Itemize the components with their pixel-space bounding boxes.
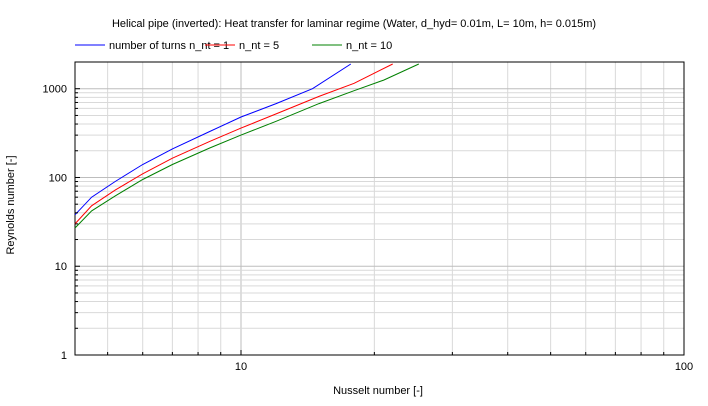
series-line-3 bbox=[74, 63, 420, 229]
legend-label-1: number of turns n_nt = 1 bbox=[109, 40, 229, 52]
chart-title: Helical pipe (inverted): Heat transfer f… bbox=[112, 18, 596, 30]
y-tick-label: 100 bbox=[49, 172, 67, 184]
y-axis-label: Reynolds number [-] bbox=[5, 155, 17, 254]
series-line-2 bbox=[74, 63, 393, 225]
legend-label-2: n_nt = 5 bbox=[239, 40, 279, 52]
x-tick-label: 10 bbox=[235, 361, 247, 373]
plot-area bbox=[74, 61, 685, 356]
series-line-1 bbox=[74, 63, 352, 216]
legend-label-3: n_nt = 10 bbox=[346, 40, 392, 52]
y-tick-label: 1000 bbox=[43, 84, 67, 96]
y-tick-label: 10 bbox=[55, 261, 67, 273]
grid bbox=[75, 62, 684, 355]
axis-ticks: 10 100 1 10 100 1000 bbox=[43, 84, 694, 373]
x-axis-label: Nusselt number [-] bbox=[333, 385, 423, 397]
series-layer bbox=[74, 63, 420, 229]
y-tick-label: 1 bbox=[61, 350, 67, 362]
legend: number of turns n_nt = 1 n_nt = 5 n_nt = 1… bbox=[75, 40, 392, 52]
x-tick-label: 100 bbox=[675, 361, 693, 373]
